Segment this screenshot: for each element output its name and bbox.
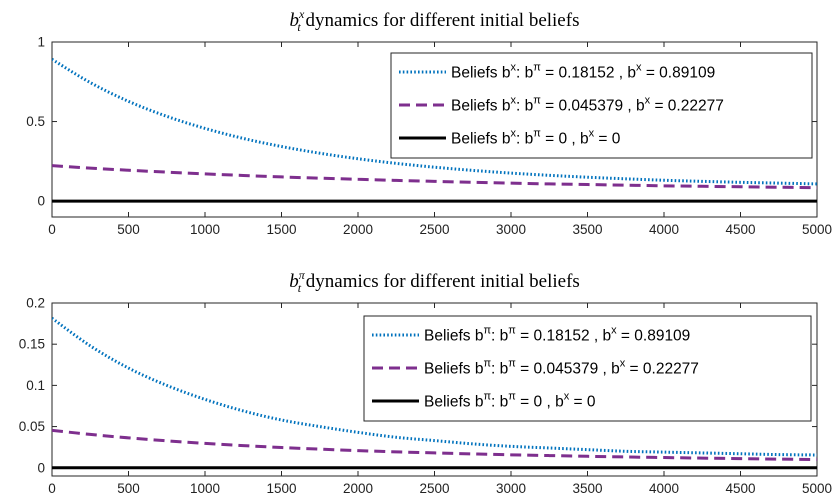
y-tick-label: 0.1: [26, 378, 45, 393]
x-tick-label: 3000: [496, 481, 526, 496]
x-tick-label: 1000: [190, 222, 220, 237]
y-tick-label: 0.2: [26, 296, 45, 311]
title-subscript: t: [297, 20, 301, 34]
x-tick-label: 500: [117, 481, 140, 496]
x-tick-label: 5000: [802, 222, 832, 237]
x-tick-label: 3500: [572, 222, 602, 237]
x-tick-label: 2000: [343, 222, 373, 237]
chart-panel-1: bx t dynamics for different initial belie…: [26, 7, 832, 237]
x-tick-label: 1500: [266, 222, 296, 237]
legend-label: Beliefs bπ: bπ = 0.045379 , bx = 0.22277: [424, 358, 699, 378]
y-tick-label: 0.15: [19, 337, 45, 352]
title-symbol: b: [290, 10, 300, 31]
legend-label: Beliefs bπ: bπ = 0 , bx = 0: [424, 391, 596, 411]
x-tick-label: 2500: [419, 222, 449, 237]
x-tick-label: 1000: [190, 481, 220, 496]
title-text: dynamics for different initial beliefs: [301, 10, 580, 31]
x-tick-label: 3000: [496, 222, 526, 237]
x-tick-label: 0: [48, 222, 56, 237]
x-tick-label: 5000: [802, 481, 832, 496]
x-tick-label: 1500: [266, 481, 296, 496]
chart-panel-2: bπ t dynamics for different initial belie…: [19, 268, 832, 496]
legend-label: Beliefs bπ: bπ = 0.18152 , bx = 0.89109: [424, 325, 690, 345]
title-superscript: π: [299, 268, 306, 282]
legend: Beliefs bπ: bπ = 0.18152 , bx = 0.89109 B…: [363, 315, 812, 422]
legend-box: [363, 315, 812, 422]
x-tick-label: 2000: [343, 481, 373, 496]
x-tick-label: 4500: [725, 222, 755, 237]
x-tick-label: 4000: [649, 481, 679, 496]
x-tick-label: 4000: [649, 222, 679, 237]
series-line-1: [52, 317, 817, 457]
legend: Beliefs bx: bπ = 0.18152 , bx = 0.89109 B…: [390, 52, 813, 159]
x-tick-label: 0: [48, 481, 56, 496]
chart-title: bx t dynamics for different initial belie…: [290, 7, 580, 34]
y-tick-label: 0.05: [19, 419, 45, 434]
x-tick-label: 500: [117, 222, 140, 237]
title-text: dynamics for different initial beliefs: [301, 271, 580, 292]
series-line-2: [52, 428, 817, 462]
legend-label: Beliefs bx: bπ = 0.045379 , bx = 0.22277: [451, 95, 724, 115]
y-tick-label: 0: [37, 194, 45, 209]
y-tick-label: 0.5: [26, 114, 45, 129]
y-tick-label: 1: [37, 35, 45, 50]
legend-label: Beliefs bx: bπ = 0.18152 , bx = 0.89109: [451, 62, 715, 82]
title-subscript: t: [298, 281, 302, 295]
series-line-2: [52, 164, 817, 190]
legend-label: Beliefs bx: bπ = 0 , bx = 0: [451, 128, 621, 148]
title-superscript: x: [298, 7, 305, 21]
x-tick-label: 4500: [725, 481, 755, 496]
series-line-1: [52, 58, 817, 186]
legend-box: [390, 52, 813, 159]
y-tick-label: 0: [37, 460, 45, 475]
title-symbol: b: [289, 271, 299, 292]
chart-title: bπ t dynamics for different initial belie…: [289, 268, 580, 295]
x-tick-label: 2500: [419, 481, 449, 496]
x-tick-label: 3500: [572, 481, 602, 496]
